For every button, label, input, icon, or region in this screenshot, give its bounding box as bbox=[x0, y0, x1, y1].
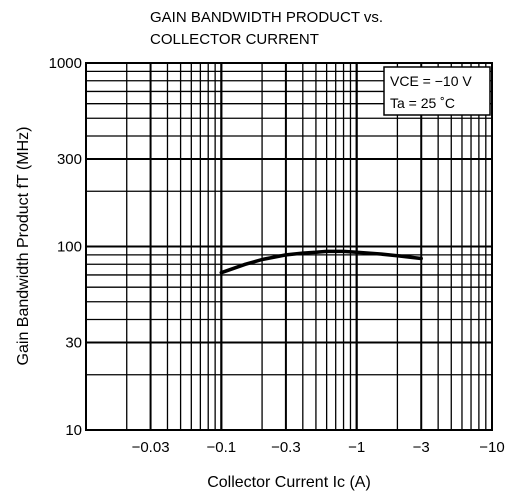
y-tick-label: 10 bbox=[65, 422, 82, 439]
x-tick-label: −10 bbox=[479, 439, 504, 456]
y-tick-label: 1000 bbox=[49, 55, 82, 72]
x-axis-label: Collector Current Ic (A) bbox=[207, 474, 371, 491]
y-tick-label: 300 bbox=[57, 151, 82, 168]
x-tick-label: −1 bbox=[348, 439, 365, 456]
y-axis-label: Gain Bandwidth Product fT (MHz) bbox=[15, 127, 32, 366]
tick-labels: −0.03 −0.1 −0.3 −1 −3 −10 10 30 100 300 1000 bbox=[49, 55, 505, 456]
y-tick-label: 30 bbox=[65, 334, 82, 351]
legend-condition-ta: Ta = 25 ˚C bbox=[390, 95, 455, 111]
chart-title-line-2: COLLECTOR CURRENT bbox=[150, 31, 319, 48]
x-tick-label: −0.3 bbox=[271, 439, 301, 456]
grid bbox=[85, 62, 493, 431]
y-tick-label: 100 bbox=[57, 239, 82, 256]
legend-condition-vce: VCE = −10 V bbox=[390, 73, 472, 89]
chart-title-line-1: GAIN BANDWIDTH PRODUCT vs. bbox=[150, 9, 383, 26]
plot-frame bbox=[85, 62, 493, 431]
x-tick-label: −0.1 bbox=[207, 439, 237, 456]
series-line bbox=[219, 249, 423, 275]
legend-box bbox=[383, 66, 491, 116]
x-tick-label: −0.03 bbox=[132, 439, 170, 456]
x-tick-label: −3 bbox=[413, 439, 430, 456]
data-marks bbox=[219, 249, 423, 275]
